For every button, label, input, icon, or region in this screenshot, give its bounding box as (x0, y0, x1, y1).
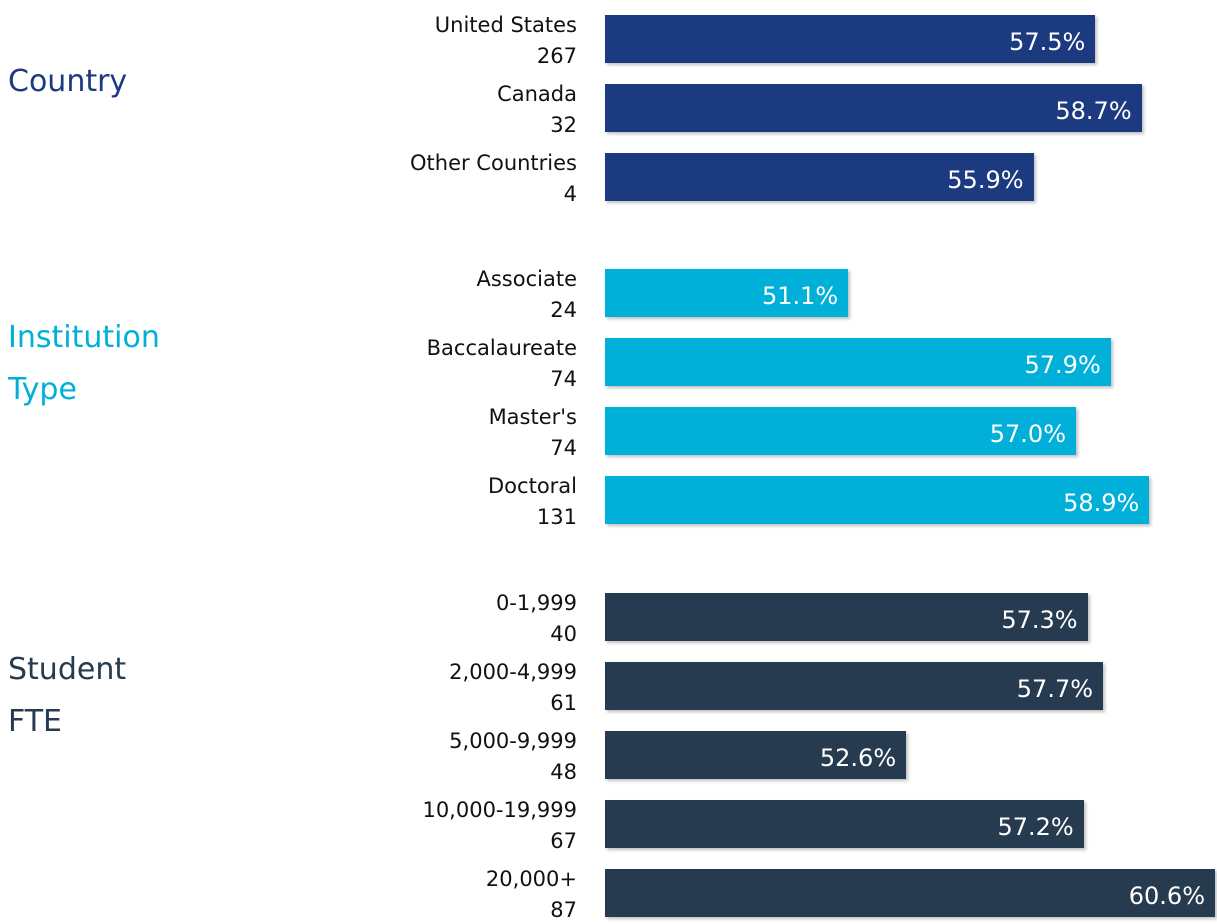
bar (605, 407, 1076, 455)
value-label: 57.9% (1024, 351, 1101, 379)
group-title: Country (8, 64, 128, 99)
count-label: 74 (550, 436, 577, 460)
value-label: 55.9% (947, 166, 1024, 194)
category-label: 2,000-4,999 (449, 660, 577, 684)
category-label: 5,000-9,999 (449, 729, 577, 753)
category-label: Canada (497, 82, 577, 106)
category-label: 10,000-19,999 (422, 798, 577, 822)
count-label: 67 (550, 829, 577, 853)
value-label: 57.7% (1016, 675, 1094, 703)
value-label: 58.9% (1063, 489, 1140, 517)
count-label: 4 (563, 182, 577, 206)
count-label: 32 (550, 113, 577, 137)
value-label: 57.2% (997, 813, 1074, 841)
bar (605, 662, 1104, 710)
bar (605, 869, 1215, 917)
bar (605, 153, 1034, 201)
count-label: 74 (550, 367, 577, 391)
value-label: 57.5% (1009, 28, 1086, 56)
count-label: 131 (536, 505, 577, 529)
count-label: 40 (550, 622, 577, 646)
category-label: Associate (476, 267, 578, 291)
value-label: 58.7% (1055, 97, 1132, 125)
bar (605, 731, 907, 779)
value-label: 57.3% (1001, 606, 1078, 634)
category-label: Doctoral (488, 474, 577, 498)
category-label: Master's (488, 405, 577, 429)
category-label: 20,000+ (485, 867, 577, 891)
value-label: 60.6% (1128, 882, 1205, 910)
count-label: 267 (536, 44, 577, 68)
count-label: 61 (550, 691, 577, 715)
category-label: United States (434, 13, 577, 37)
bar (605, 15, 1096, 63)
value-label: 51.1% (761, 282, 839, 310)
category-label: Other Countries (410, 151, 577, 175)
bar (605, 476, 1150, 524)
bar (605, 269, 849, 317)
category-label: 0-1,999 (495, 591, 577, 615)
count-label: 24 (550, 298, 577, 322)
bar (605, 593, 1088, 641)
value-label: 52.6% (819, 744, 897, 772)
bar (605, 84, 1142, 132)
group-title: Institution Type (8, 320, 160, 407)
count-label: 48 (550, 760, 577, 784)
value-label: 57.0% (989, 420, 1066, 448)
bar (605, 800, 1084, 848)
category-label: Baccalaureate (426, 336, 577, 360)
bar (605, 338, 1111, 386)
group-title: Student FTE (8, 652, 127, 739)
count-label: 87 (550, 898, 577, 922)
